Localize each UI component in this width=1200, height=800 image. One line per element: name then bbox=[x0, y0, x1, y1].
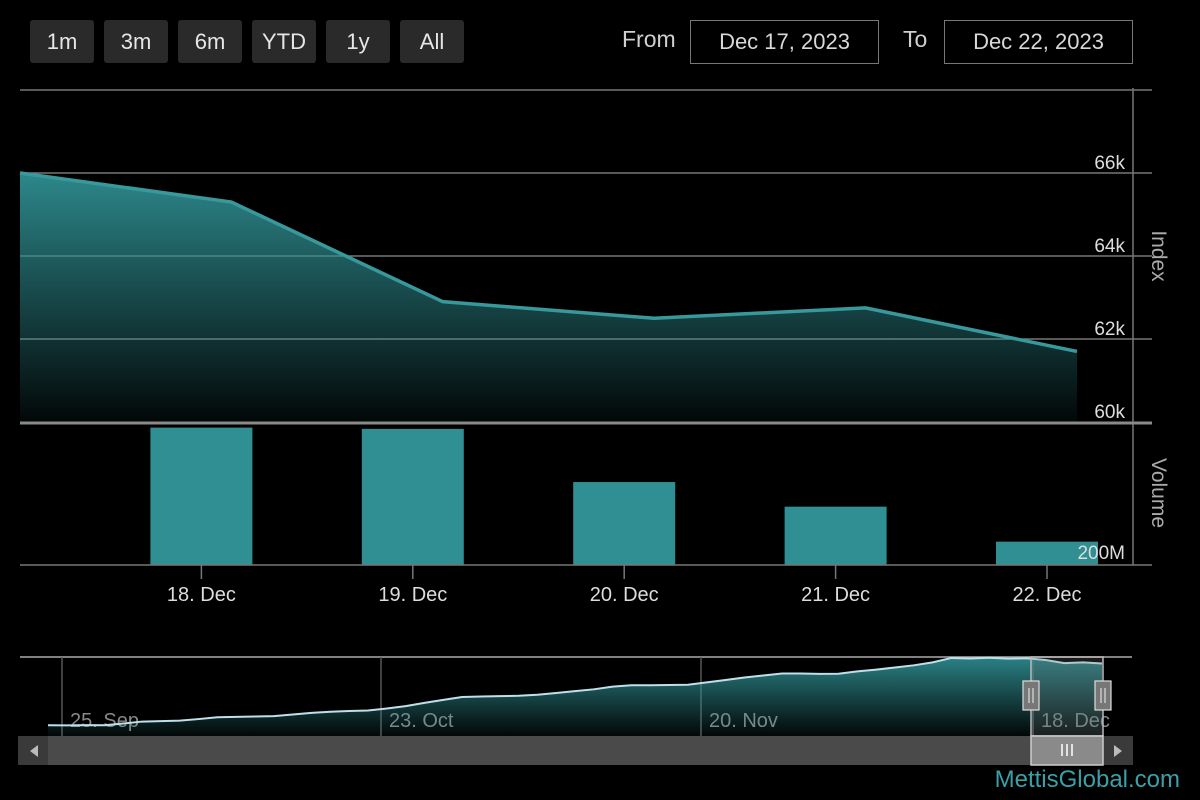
navigator[interactable]: 25. Sep23. Oct20. Nov18. Dec bbox=[20, 656, 1132, 737]
x-tick-label: 20. Dec bbox=[590, 584, 659, 606]
range-button-1y[interactable]: 1y bbox=[326, 20, 390, 63]
navigator-area bbox=[48, 657, 1102, 736]
price-line bbox=[19, 171, 1078, 354]
y-axis-title-index: Index bbox=[1147, 230, 1170, 282]
to-label: To bbox=[903, 26, 928, 52]
y-tick-label: 62k bbox=[1094, 319, 1125, 340]
scrollbar[interactable] bbox=[18, 735, 1133, 766]
volume-bar bbox=[573, 482, 676, 565]
y-axis-title-volume: Volume bbox=[1147, 458, 1170, 528]
x-axis: 18. Dec 19. Dec 20. Dec 21. Dec 22. Dec bbox=[167, 565, 1082, 606]
volume-bar bbox=[784, 506, 887, 565]
watermark: MettisGlobal.com bbox=[994, 766, 1180, 793]
from-date-input[interactable]: Dec 17, 2023 bbox=[690, 20, 879, 64]
navigator-line bbox=[47, 656, 1103, 727]
to-date-input[interactable]: Dec 22, 2023 bbox=[944, 20, 1133, 64]
y-tick-label: 66k bbox=[1094, 153, 1125, 174]
navigator-handle-left[interactable] bbox=[1022, 680, 1040, 711]
volume-bar bbox=[150, 427, 253, 565]
price-pane: 60k 62k 64k 66k Index bbox=[19, 88, 1170, 565]
range-button-3m[interactable]: 3m bbox=[104, 20, 168, 63]
x-tick-label: 19. Dec bbox=[378, 584, 447, 606]
range-button-1m[interactable]: 1m bbox=[30, 20, 94, 63]
scroll-left-icon bbox=[30, 745, 38, 757]
handle-body bbox=[1094, 680, 1112, 711]
range-button-all[interactable]: All bbox=[400, 20, 464, 63]
price-area bbox=[20, 173, 1077, 422]
volume-pane: 200M Volume bbox=[20, 421, 1170, 566]
y-tick-label: 64k bbox=[1094, 236, 1125, 257]
volume-bar bbox=[996, 541, 1098, 565]
scroll-right-icon bbox=[1114, 745, 1122, 757]
volume-bar bbox=[361, 428, 464, 565]
scrollbar-track bbox=[18, 736, 1133, 765]
y-tick-label: 60k bbox=[1094, 402, 1125, 423]
x-tick-label: 22. Dec bbox=[1013, 584, 1082, 606]
y-tick-label: 200M bbox=[1077, 543, 1125, 564]
x-tick-label: 18. Dec bbox=[167, 584, 236, 606]
x-tick-label: 21. Dec bbox=[801, 584, 870, 606]
from-label: From bbox=[622, 26, 676, 52]
range-button-6m[interactable]: 6m bbox=[178, 20, 242, 63]
range-button-ytd[interactable]: YTD bbox=[252, 20, 316, 63]
handle-body bbox=[1022, 680, 1040, 711]
navigator-mask bbox=[1030, 656, 1104, 737]
navigator-handle-right[interactable] bbox=[1094, 680, 1112, 711]
